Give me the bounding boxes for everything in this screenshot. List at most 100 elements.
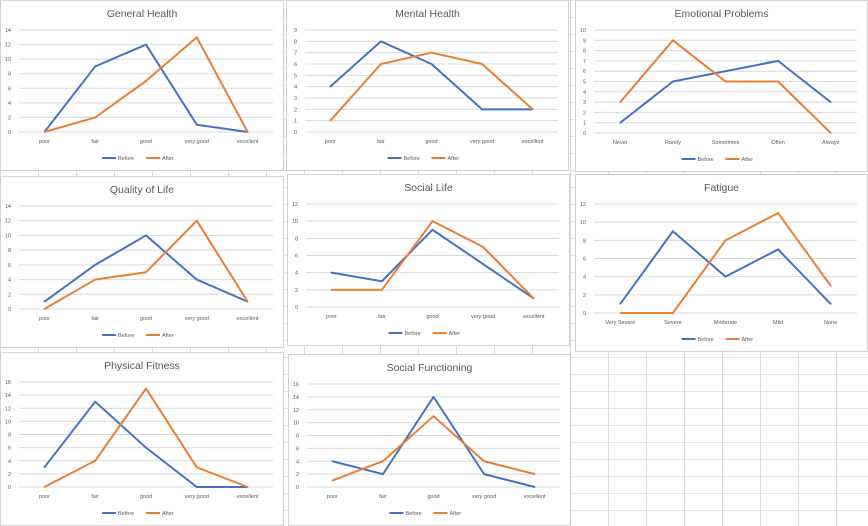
x-tick-label: fair bbox=[378, 314, 386, 320]
data-point-after bbox=[94, 116, 96, 119]
series-line-after bbox=[619, 39, 832, 134]
chart-svg: Physical Fitness 0 2 4 6 8 10 12 14 16 poor fair goo… bbox=[5, 360, 273, 517]
y-tick-label: 1 bbox=[583, 121, 586, 127]
data-point-after bbox=[430, 51, 433, 54]
y-tick-label: 9 bbox=[294, 28, 297, 34]
y-tick-label: 2 bbox=[8, 115, 11, 121]
x-tick-label: good bbox=[425, 139, 437, 145]
data-point-before bbox=[724, 70, 727, 72]
y-tick-label: 0 bbox=[295, 305, 298, 311]
y-tick-label: 9 bbox=[583, 38, 586, 44]
y-tick-label: 2 bbox=[296, 472, 299, 478]
legend-label-after: After bbox=[162, 333, 174, 339]
data-point-after bbox=[94, 278, 96, 281]
chart-svg: Social Life 0 2 4 6 8 10 12 poor fair good very goo… bbox=[292, 182, 559, 337]
legend-label-before: Before bbox=[698, 157, 714, 163]
chart-social-functioning[interactable]: Social Functioning 0 2 4 6 8 10 12 14 16 poor fair g… bbox=[288, 354, 571, 526]
data-point-after bbox=[481, 63, 483, 65]
legend-label-before: Before bbox=[118, 156, 134, 162]
data-point-before bbox=[94, 400, 96, 403]
x-tick-label: fair bbox=[91, 316, 99, 322]
data-point-before bbox=[196, 123, 198, 126]
data-point-after bbox=[724, 80, 727, 83]
chart-emotional-problems[interactable]: Emotional Problems 0 1 2 3 4 5 6 7 8 9 10 Never Rarel… bbox=[575, 0, 868, 172]
y-tick-label: 4 bbox=[583, 275, 586, 281]
y-tick-label: 4 bbox=[8, 278, 11, 284]
chart-quality-of-life[interactable]: Quality of Life 0 2 4 6 8 10 12 14 poor fair good ve… bbox=[0, 176, 284, 348]
x-tick-label: Moderate bbox=[714, 320, 737, 326]
data-point-after bbox=[672, 312, 674, 314]
x-tick-label: good bbox=[427, 494, 439, 500]
x-tick-label: very good bbox=[185, 494, 209, 500]
y-tick-label: 2 bbox=[8, 472, 11, 478]
chart-title: Quality of Life bbox=[110, 184, 174, 196]
data-point-after bbox=[145, 80, 147, 82]
chart-svg: General Health 0 2 4 6 8 10 12 14 poor fair good ver… bbox=[5, 8, 273, 162]
y-tick-label: 4 bbox=[583, 90, 586, 96]
chart-fatigue[interactable]: Fatigue 0 2 4 6 8 10 12 Very Severe Severe Moderat… bbox=[575, 174, 868, 352]
data-point-after bbox=[619, 101, 622, 103]
data-point-after bbox=[246, 486, 249, 488]
y-tick-label: 10 bbox=[5, 57, 11, 63]
chart-general-health[interactable]: General Health 0 2 4 6 8 10 12 14 poor fair good ver… bbox=[0, 0, 284, 171]
y-tick-label: 10 bbox=[580, 28, 586, 34]
chart-physical-fitness[interactable]: Physical Fitness 0 2 4 6 8 10 12 14 16 poor fair goo… bbox=[0, 352, 284, 526]
y-tick-label: 0 bbox=[583, 131, 586, 137]
data-point-after bbox=[382, 460, 384, 463]
x-tick-label: good bbox=[140, 494, 152, 500]
y-tick-label: 8 bbox=[296, 434, 299, 440]
x-tick-label: excellent bbox=[523, 314, 545, 320]
data-point-before bbox=[331, 460, 334, 463]
x-tick-label: Severe bbox=[664, 320, 681, 326]
y-tick-label: 1 bbox=[294, 119, 297, 125]
data-point-after bbox=[777, 212, 779, 214]
legend-label-after: After bbox=[448, 156, 460, 162]
y-tick-label: 6 bbox=[583, 69, 586, 75]
data-point-after bbox=[533, 473, 536, 475]
chart-svg: Quality of Life 0 2 4 6 8 10 12 14 poor fair good ve… bbox=[5, 184, 273, 339]
data-point-before bbox=[483, 473, 485, 475]
data-point-before bbox=[533, 486, 536, 488]
y-tick-label: 3 bbox=[294, 96, 297, 102]
y-tick-label: 0 bbox=[8, 307, 11, 313]
y-tick-label: 0 bbox=[294, 130, 297, 136]
data-point-before bbox=[145, 234, 147, 237]
data-point-after bbox=[196, 219, 198, 222]
y-tick-label: 6 bbox=[583, 257, 586, 263]
data-point-after bbox=[145, 387, 147, 390]
data-point-after bbox=[483, 460, 485, 463]
chart-title: Emotional Problems bbox=[675, 8, 769, 20]
data-point-after bbox=[829, 132, 832, 134]
legend-label-after: After bbox=[162, 156, 174, 162]
chart-svg: Fatigue 0 2 4 6 8 10 12 Very Severe Severe Moderat… bbox=[580, 182, 857, 343]
x-tick-label: excellent bbox=[237, 494, 259, 500]
x-tick-label: poor bbox=[326, 314, 337, 320]
x-tick-label: good bbox=[426, 314, 438, 320]
y-tick-label: 2 bbox=[583, 110, 586, 116]
x-tick-label: Rarely bbox=[665, 140, 681, 146]
chart-title: Physical Fitness bbox=[104, 360, 180, 372]
legend-label-before: Before bbox=[405, 331, 421, 337]
y-tick-label: 3 bbox=[583, 100, 586, 106]
y-tick-label: 6 bbox=[8, 86, 11, 92]
y-tick-label: 8 bbox=[583, 49, 586, 55]
x-tick-label: Always bbox=[822, 140, 840, 146]
data-point-after bbox=[330, 289, 333, 291]
chart-title: Fatigue bbox=[704, 182, 739, 194]
x-tick-label: fair bbox=[377, 139, 385, 145]
data-point-after bbox=[196, 36, 198, 39]
y-tick-label: 8 bbox=[295, 236, 298, 242]
legend-label-after: After bbox=[162, 511, 174, 517]
data-point-after bbox=[829, 284, 832, 287]
data-point-before bbox=[94, 65, 96, 68]
legend-label-after: After bbox=[742, 337, 754, 343]
chart-mental-health[interactable]: Mental Health 0 1 2 3 4 5 6 7 8 9 poor fair good very … bbox=[286, 0, 569, 171]
data-point-after bbox=[246, 300, 249, 303]
data-point-after bbox=[724, 239, 727, 242]
chart-social-life[interactable]: Social Life 0 2 4 6 8 10 12 poor fair good very goo… bbox=[287, 174, 570, 346]
data-point-before bbox=[43, 466, 46, 469]
x-tick-label: Mild bbox=[773, 320, 783, 326]
y-tick-label: 10 bbox=[293, 421, 299, 427]
chart-title: Mental Health bbox=[395, 8, 460, 20]
x-tick-label: Never bbox=[613, 140, 628, 146]
